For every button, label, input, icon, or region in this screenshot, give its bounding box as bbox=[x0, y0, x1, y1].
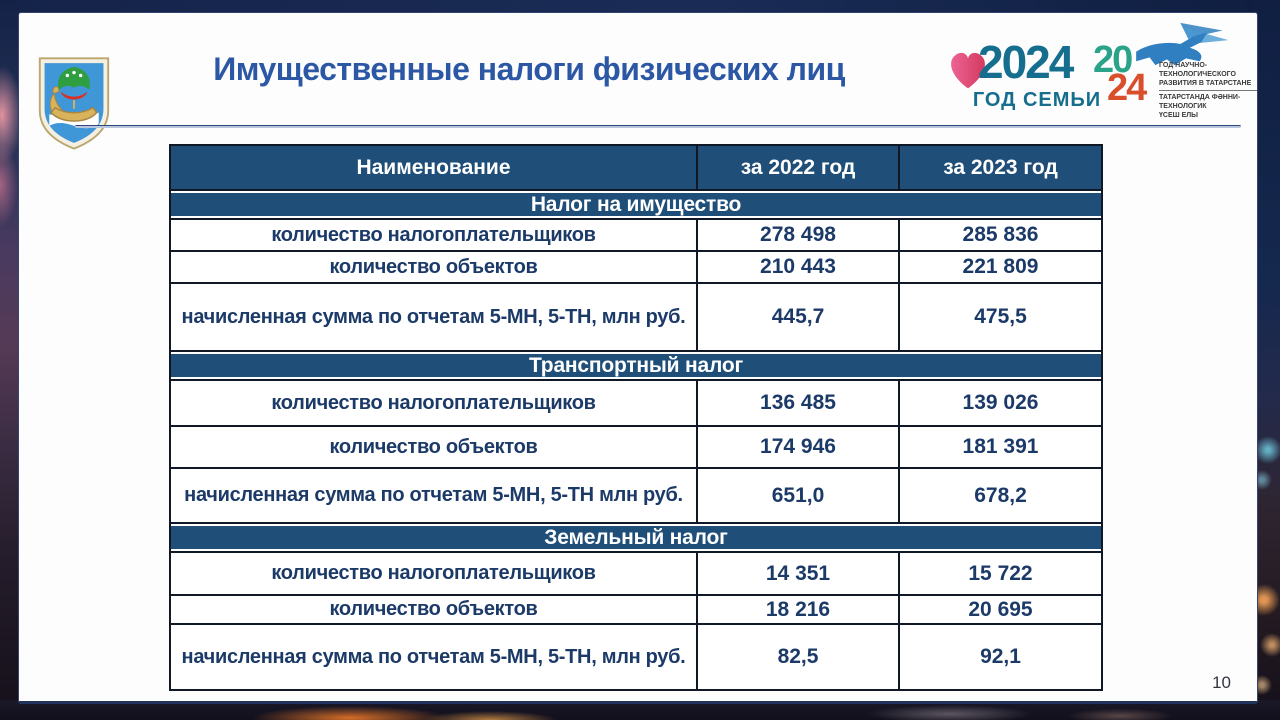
table-header-row: Наименование за 2022 год за 2023 год bbox=[169, 144, 1103, 191]
value-2023: 92,1 bbox=[898, 623, 1103, 691]
background-photo-bottom bbox=[0, 700, 1280, 720]
page-title: Имущественные налоги физических лиц bbox=[213, 51, 845, 87]
tax-table: Наименование за 2022 год за 2023 год Нал… bbox=[169, 144, 1103, 691]
value-2022: 651,0 bbox=[696, 467, 900, 524]
family-year-text: 2024 bbox=[978, 36, 1074, 88]
value-2022: 82,5 bbox=[696, 623, 900, 691]
section-row-transport: Транспортный налог bbox=[169, 350, 1103, 381]
section-title: Налог на имущество bbox=[169, 189, 1103, 220]
value-2022: 210 443 bbox=[696, 250, 900, 284]
row-label: начисленная сумма по отчетам 5-МН, 5-ТН … bbox=[169, 467, 698, 524]
table-row: количество налогоплательщиков 278 498 28… bbox=[169, 218, 1103, 252]
value-2023: 181 391 bbox=[898, 425, 1103, 469]
header-2022: за 2022 год bbox=[696, 144, 900, 191]
value-2023: 15 722 bbox=[898, 551, 1103, 596]
value-2022: 174 946 bbox=[696, 425, 900, 469]
title-divider bbox=[75, 125, 1241, 128]
family-year-label: ГОД СЕМЬИ bbox=[972, 89, 1102, 111]
value-2023: 285 836 bbox=[898, 218, 1103, 252]
background-photo-right bbox=[1254, 0, 1280, 720]
section-title: Транспортный налог bbox=[169, 350, 1103, 381]
row-label: количество объектов bbox=[169, 250, 698, 284]
value-2023: 139 026 bbox=[898, 379, 1103, 427]
value-2022: 18 216 bbox=[696, 594, 900, 625]
value-2022: 445,7 bbox=[696, 282, 900, 352]
row-label: количество объектов bbox=[169, 594, 698, 625]
row-label: количество налогоплательщиков bbox=[169, 379, 698, 427]
heart-icon bbox=[951, 52, 985, 89]
value-2022: 278 498 bbox=[696, 218, 900, 252]
pegasus-icon bbox=[1136, 22, 1229, 66]
row-label: начисленная сумма по отчетам 5-МН, 5-ТН,… bbox=[169, 282, 698, 352]
table-row: начисленная сумма по отчетам 5-МН, 5-ТН … bbox=[169, 467, 1103, 524]
section-row-property: Налог на имущество bbox=[169, 189, 1103, 220]
slide-card: Имущественные налоги физических лиц 2024… bbox=[18, 12, 1258, 704]
science-caption-line3: ТАТАРСТАНДА ФӘННИ-ТЕХНОЛОГИК bbox=[1159, 90, 1257, 111]
value-2022: 14 351 bbox=[696, 551, 900, 596]
table-row: начисленная сумма по отчетам 5-МН, 5-ТН,… bbox=[169, 623, 1103, 691]
value-2023: 221 809 bbox=[898, 250, 1103, 284]
science-caption-line1: ГОД НАУЧНО-ТЕХНОЛОГИЧЕСКОГО bbox=[1159, 62, 1236, 78]
row-label: начисленная сумма по отчетам 5-МН, 5-ТН,… bbox=[169, 623, 698, 691]
science-year-caption: ГОД НАУЧНО-ТЕХНОЛОГИЧЕСКОГО РАЗВИТИЯ В Т… bbox=[1159, 61, 1257, 120]
science-caption-line4: ҮСЕШ ЕЛЫ bbox=[1159, 112, 1199, 119]
header-2023: за 2023 год bbox=[898, 144, 1103, 191]
value-2022: 136 485 bbox=[696, 379, 900, 427]
section-row-land: Земельный налог bbox=[169, 522, 1103, 553]
table-row: количество налогоплательщиков 136 485 13… bbox=[169, 379, 1103, 427]
page-number: 10 bbox=[1212, 673, 1231, 692]
background-photo-left bbox=[0, 0, 22, 720]
section-title: Земельный налог bbox=[169, 522, 1103, 553]
row-label: количество налогоплательщиков bbox=[169, 218, 698, 252]
science-caption-line2: РАЗВИТИЯ В ТАТАРСТАНЕ bbox=[1159, 80, 1252, 87]
science-year-20: 20 bbox=[1093, 39, 1133, 81]
science-year-24: 24 bbox=[1107, 67, 1147, 109]
value-2023: 475,5 bbox=[898, 282, 1103, 352]
table-row: количество налогоплательщиков 14 351 15 … bbox=[169, 551, 1103, 596]
header-name: Наименование bbox=[169, 144, 698, 191]
table-row: количество объектов 174 946 181 391 bbox=[169, 425, 1103, 469]
table-row: количество объектов 18 216 20 695 bbox=[169, 594, 1103, 625]
year-of-science-logo: 20 24 ГОД НАУЧНО-ТЕХНОЛОГИЧЕСКОГО РАЗВИТ… bbox=[1081, 17, 1257, 125]
value-2023: 20 695 bbox=[898, 594, 1103, 625]
coat-of-arms-icon bbox=[38, 57, 110, 150]
table-row: начисленная сумма по отчетам 5-МН, 5-ТН,… bbox=[169, 282, 1103, 352]
table-row: количество объектов 210 443 221 809 bbox=[169, 250, 1103, 284]
value-2023: 678,2 bbox=[898, 467, 1103, 524]
row-label: количество объектов bbox=[169, 425, 698, 469]
row-label: количество налогоплательщиков bbox=[169, 551, 698, 596]
year-of-family-logo: 2024 ГОД СЕМЬИ bbox=[944, 33, 1104, 129]
